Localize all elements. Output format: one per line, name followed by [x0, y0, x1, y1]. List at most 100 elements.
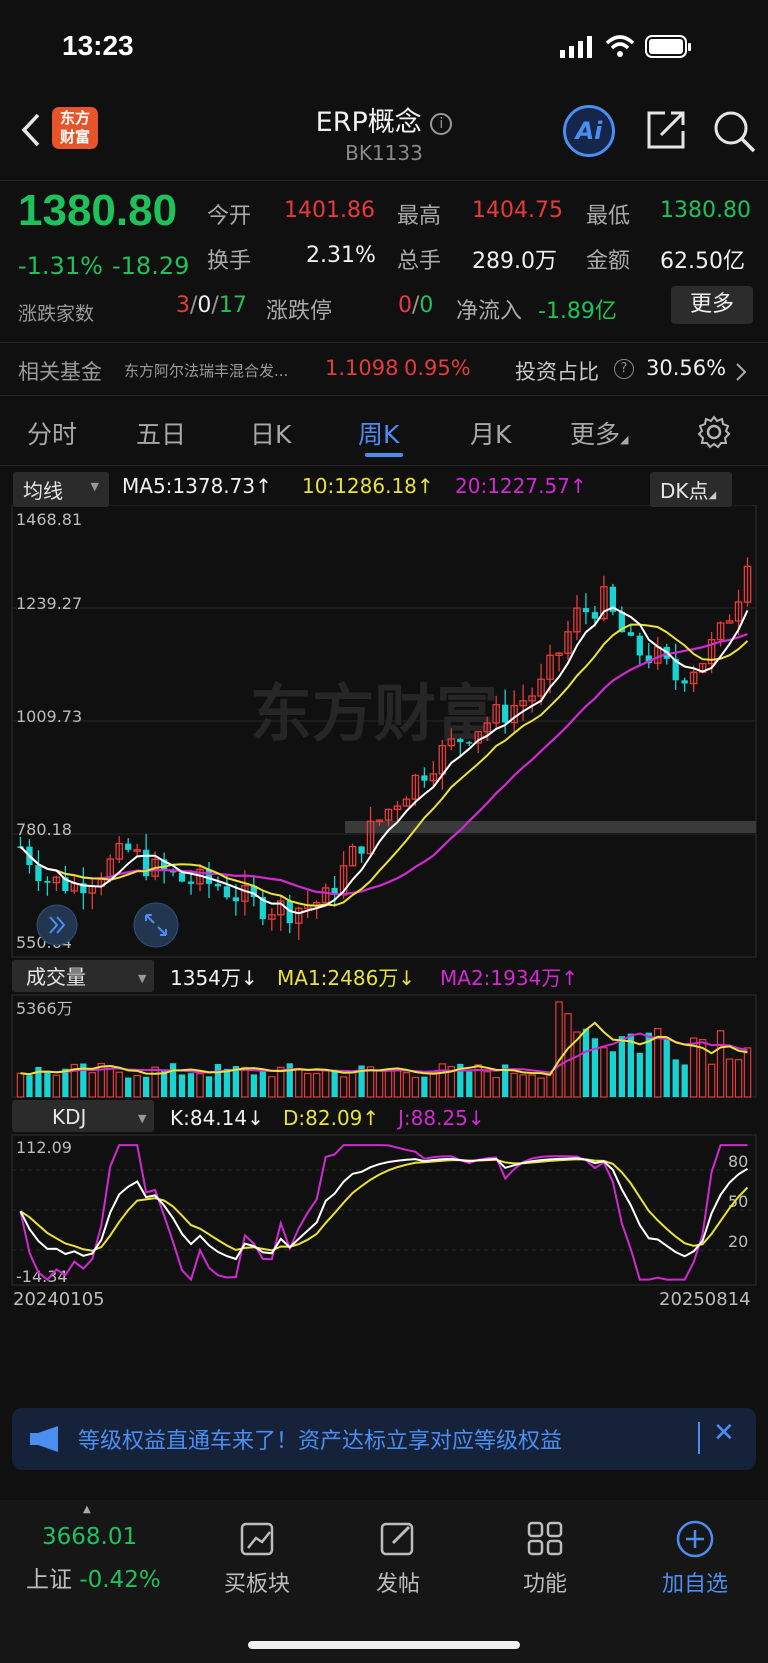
info-icon[interactable]: i: [430, 113, 453, 135]
tab-weekly-k[interactable]: 周K: [358, 420, 400, 449]
chart-canvas[interactable]: 东方财富 1468.81 1239.27 1009.73 780.18 550.…: [0, 505, 768, 1395]
banner-text: 等级权益直通车来了！资产达标立享对应等级权益: [78, 1429, 563, 1454]
fullscreen-icon[interactable]: [133, 902, 179, 948]
settings-gear-icon[interactable]: [697, 415, 731, 449]
candle-body: [716, 622, 725, 641]
amount-label: 金额: [586, 249, 631, 274]
candle-body: [528, 695, 536, 702]
volume-bar: [312, 1072, 321, 1098]
candle-body: [160, 859, 168, 871]
tab-monthly-k[interactable]: 月K: [470, 420, 512, 449]
candle-body: [375, 819, 384, 823]
tab-more[interactable]: 更多◢: [570, 420, 629, 449]
volume-bar: [303, 1072, 312, 1098]
candle-body: [447, 738, 456, 747]
volume-bar: [187, 1073, 195, 1097]
y-label-4: 780.18: [16, 820, 72, 839]
volume-bar: [143, 1076, 150, 1097]
volume-bar: [555, 1001, 563, 1098]
corner-triangle-icon: ◢: [708, 490, 717, 501]
add-watchlist-button[interactable]: 加自选: [647, 1518, 743, 1598]
kdj-j: J:88.25↓: [396, 1106, 485, 1130]
volume-bar: [402, 1072, 411, 1098]
related-fund-row[interactable]: 相关基金 东方阿尔法瑞丰混合发... 1.1098 0.95% 投资占比 ? 3…: [0, 344, 768, 394]
kdj-select[interactable]: [12, 1100, 154, 1132]
promo-banner[interactable]: 等级权益直通车来了！资产达标立享对应等级权益 ✕: [12, 1408, 756, 1470]
wifi-icon: [605, 35, 635, 57]
post-button[interactable]: 发帖: [353, 1518, 443, 1598]
index-value[interactable]: 3668.01: [42, 1524, 138, 1550]
kdj-k: K:84.14↓: [170, 1106, 264, 1130]
volume-bar: [384, 1069, 393, 1098]
candle-body: [564, 631, 572, 654]
candle-body: [321, 887, 330, 904]
volume-bar: [339, 1076, 348, 1098]
volume-bar: [411, 1076, 420, 1098]
search-icon[interactable]: [712, 109, 756, 153]
candle-body: [725, 620, 734, 624]
volume-bar: [627, 1033, 634, 1097]
y-label-3: 1009.73: [16, 707, 82, 726]
candle-body: [555, 652, 563, 656]
dk-button[interactable]: DK点◢: [650, 472, 732, 507]
volume-bar: [125, 1077, 132, 1097]
candle-body: [294, 907, 303, 924]
candle-body: [502, 704, 509, 723]
dropdown-triangle-icon: ◢: [620, 433, 629, 446]
candle-body: [645, 655, 652, 664]
candle-body: [62, 877, 69, 891]
sector-icon: [240, 1522, 274, 1556]
candle-body: [133, 849, 141, 852]
volume-bar: [725, 1058, 734, 1098]
volume-bar: [707, 1063, 716, 1098]
candle-body: [600, 586, 608, 620]
candle-body: [411, 774, 420, 800]
fund-name: 东方阿尔法瑞丰混合发...: [124, 362, 289, 380]
volume-select[interactable]: [12, 960, 154, 992]
candle-body: [519, 700, 527, 707]
netflow-label: 净流入: [456, 299, 523, 324]
ai-button[interactable]: Ai: [563, 105, 615, 157]
candle-body: [707, 638, 716, 665]
y-label-2: 1239.27: [16, 594, 82, 613]
buy-sector-button[interactable]: 买板块: [212, 1518, 302, 1598]
status-time: 13:23: [62, 30, 134, 61]
ma10-value: 10:1286.18↑: [302, 474, 434, 498]
tab-daily-k[interactable]: 日K: [250, 420, 292, 449]
close-icon[interactable]: ✕: [713, 1418, 735, 1448]
index-row[interactable]: 上证 -0.42%: [26, 1567, 161, 1593]
volume-bar: [26, 1075, 33, 1097]
back-icon[interactable]: [20, 113, 42, 147]
volume-bar: [232, 1066, 240, 1097]
volume-bar: [286, 1063, 293, 1097]
status-bar: 13:23: [0, 0, 768, 95]
kdj-select-label: KDJ: [52, 1105, 86, 1129]
kdj-d-line: [19, 1158, 749, 1252]
volume-bar: [681, 1064, 688, 1097]
share-icon[interactable]: [645, 109, 687, 151]
candle-body: [205, 869, 213, 884]
tab-intraday[interactable]: 分时: [27, 420, 78, 449]
tab-five-day[interactable]: 五日: [136, 420, 187, 449]
volume-bar: [457, 1063, 464, 1097]
indicator-select[interactable]: 均线 ▼: [13, 472, 109, 507]
volume-bar: [474, 1064, 482, 1098]
kline-candles: [17, 557, 752, 940]
limit-value: 0/0: [398, 293, 434, 318]
volume-bar: [241, 1066, 249, 1098]
kline-gridlines: [12, 607, 756, 835]
more-button[interactable]: 更多: [671, 286, 753, 324]
volume-bar: [502, 1064, 509, 1097]
volume-bar: [35, 1067, 42, 1097]
breadth-value: 3/0/17: [176, 293, 247, 318]
candle-body: [35, 865, 42, 882]
functions-button[interactable]: 功能: [500, 1518, 590, 1598]
volume-bar: [133, 1074, 141, 1098]
help-icon[interactable]: ?: [614, 359, 634, 379]
volume-bar: [52, 1074, 61, 1098]
volume-bar: [205, 1076, 213, 1097]
candle-body: [582, 608, 590, 613]
volume-bar: [645, 1032, 652, 1097]
svg-text:▼: ▼: [138, 972, 147, 985]
candle-body: [286, 900, 293, 924]
